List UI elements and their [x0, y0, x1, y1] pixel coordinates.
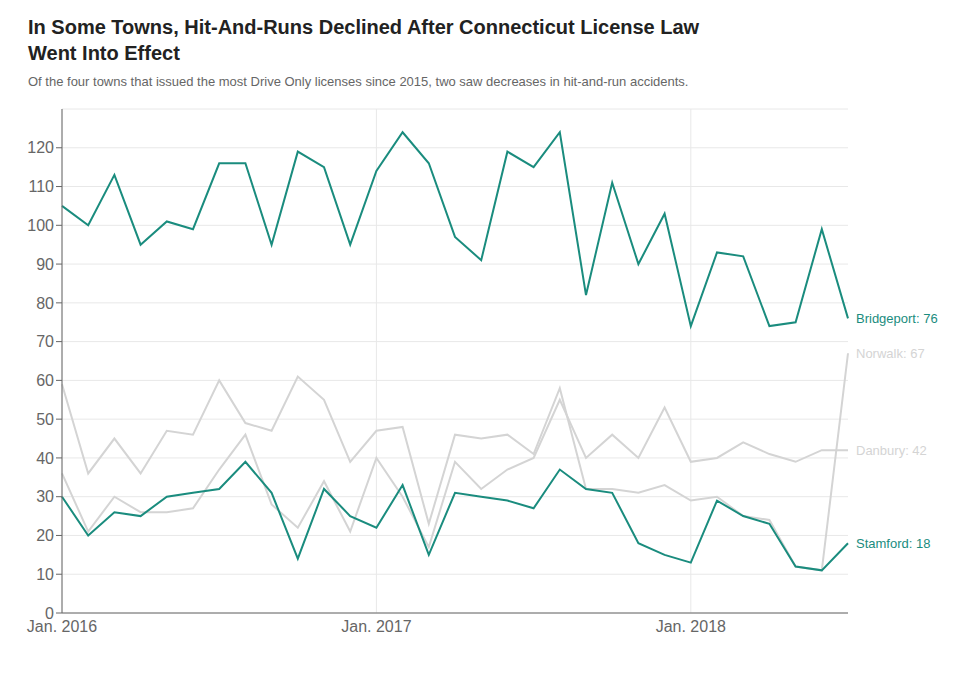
svg-text:90: 90	[36, 256, 54, 273]
svg-text:110: 110	[28, 178, 54, 195]
svg-text:Jan. 2018: Jan. 2018	[656, 618, 726, 635]
svg-text:Bridgeport: 76: Bridgeport: 76	[856, 311, 938, 326]
svg-text:20: 20	[36, 527, 54, 544]
svg-text:80: 80	[36, 295, 54, 312]
svg-text:120: 120	[27, 139, 54, 156]
svg-text:Stamford: 18: Stamford: 18	[856, 536, 930, 551]
svg-text:0: 0	[45, 605, 54, 622]
svg-text:50: 50	[36, 411, 54, 428]
svg-text:Jan. 2016: Jan. 2016	[27, 618, 97, 635]
svg-text:Norwalk: 67: Norwalk: 67	[856, 346, 925, 361]
html-text:In Some Towns, Hit-And-Runs De: In Some Towns, Hit-And-Runs Declined Aft…	[28, 16, 700, 64]
svg-text:70: 70	[36, 333, 54, 350]
svg-text:30: 30	[36, 488, 54, 505]
svg-text:60: 60	[36, 372, 54, 389]
svg-text:Danbury: 42: Danbury: 42	[856, 443, 927, 458]
svg-text:100: 100	[27, 217, 54, 234]
svg-text:40: 40	[36, 450, 54, 467]
svg-text:Jan. 2017: Jan. 2017	[341, 618, 411, 635]
html-text:Of the four towns that issued: Of the four towns that issued the most D…	[28, 74, 689, 89]
svg-text:10: 10	[36, 566, 54, 583]
